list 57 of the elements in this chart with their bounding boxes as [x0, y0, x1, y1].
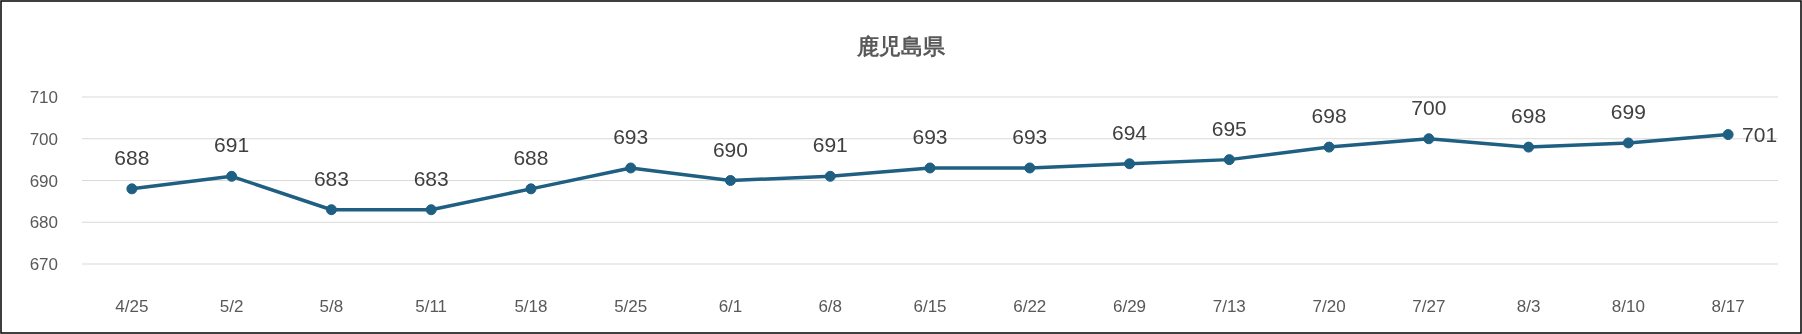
data-label: 688	[114, 145, 150, 169]
y-tick-label: 690	[29, 171, 58, 191]
data-label: 691	[812, 133, 848, 157]
x-tick-label: 4/25	[115, 297, 149, 316]
y-tick-label: 710	[29, 88, 58, 107]
point	[1024, 162, 1036, 174]
data-label: 693	[613, 124, 649, 148]
point	[1423, 133, 1435, 145]
x-tick-label: 7/20	[1312, 297, 1346, 316]
data-label: 693	[1012, 124, 1048, 148]
x-tick-label: 6/15	[913, 297, 947, 316]
x-tick-label: 7/27	[1412, 297, 1446, 316]
data-label: 690	[712, 137, 748, 161]
point	[724, 175, 736, 186]
data-label: 683	[313, 166, 349, 190]
point	[824, 170, 836, 182]
point	[525, 183, 537, 195]
point	[126, 183, 138, 195]
x-tick-label: 5/18	[514, 297, 548, 316]
data-label: 699	[1610, 99, 1646, 123]
data-label: 691	[214, 133, 250, 157]
point	[1124, 158, 1136, 170]
data-label: 694	[1112, 120, 1148, 144]
x-tick-label: 6/22	[1013, 297, 1047, 316]
x-tick-label: 5/11	[415, 297, 448, 316]
x-tick-label: 5/2	[219, 297, 244, 316]
data-label: 698	[1511, 104, 1547, 128]
point	[625, 162, 637, 174]
x-tick-label: 6/29	[1112, 297, 1147, 316]
point	[226, 170, 238, 182]
chart-title: 鹿児島県	[856, 34, 946, 59]
x-tick-label: 8/10	[1611, 297, 1645, 316]
x-tick-label: 7/13	[1212, 297, 1246, 316]
y-tick-label: 670	[29, 255, 58, 274]
point	[325, 204, 337, 216]
point	[1622, 137, 1634, 149]
x-tick-label: 5/25	[614, 297, 648, 316]
x-tick-label: 5/8	[319, 297, 344, 316]
point	[1722, 129, 1734, 141]
x-tick-label: 8/17	[1711, 297, 1745, 316]
x-tick-label: 8/3	[1516, 297, 1541, 316]
data-label: 688	[513, 145, 549, 169]
point	[924, 162, 936, 174]
point	[1323, 141, 1335, 153]
point	[1523, 141, 1535, 153]
y-tick-label: 680	[29, 213, 58, 233]
data-label: 693	[912, 124, 948, 148]
data-label: 698	[1311, 104, 1347, 128]
data-label: 701	[1742, 122, 1778, 146]
x-tick-label: 6/1	[718, 297, 743, 316]
data-label: 700	[1411, 95, 1447, 119]
data-label: 683	[413, 166, 449, 190]
point	[425, 204, 437, 216]
x-tick-label: 6/8	[818, 297, 843, 316]
data-label: 695	[1211, 116, 1247, 140]
point	[1223, 154, 1235, 166]
y-tick-label: 700	[29, 129, 58, 149]
